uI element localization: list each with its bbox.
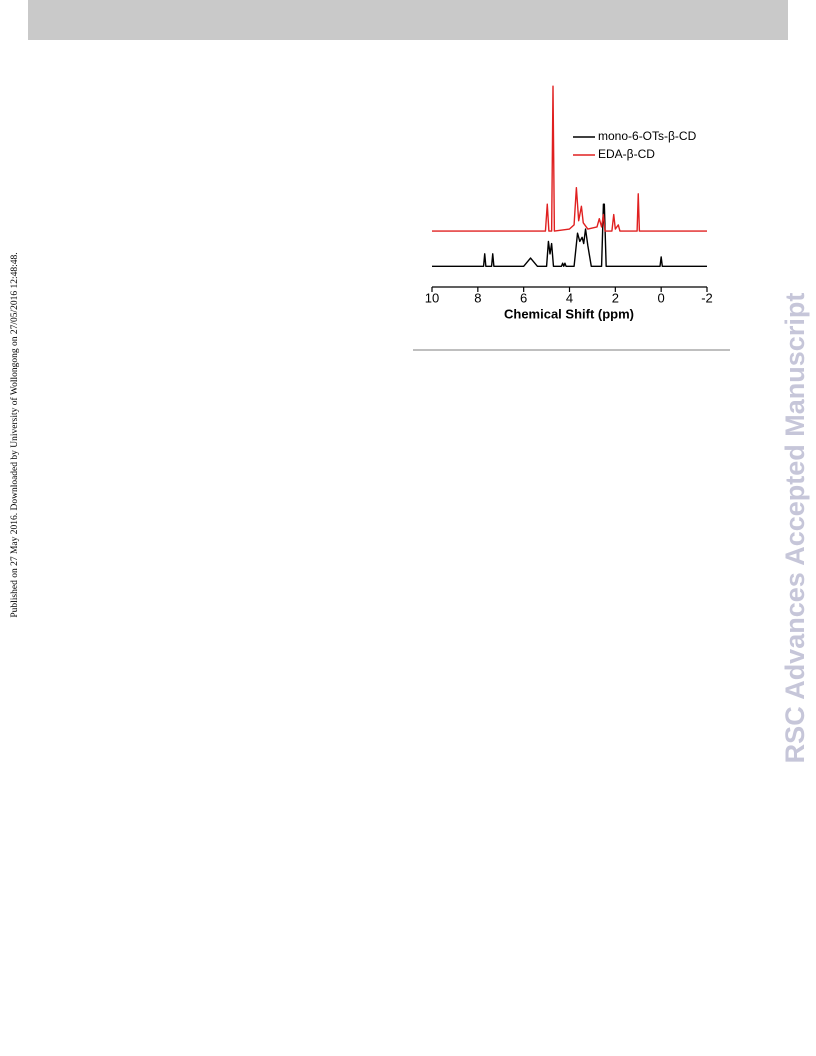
spectrum-line (432, 85, 707, 232)
legend-label: mono-6-OTs-β-CD (598, 129, 697, 143)
sidebar-text: Published on 27 May 2016. Downloaded by … (9, 252, 20, 617)
x-axis-label: Chemical Shift (ppm) (504, 306, 634, 321)
x-tick-label: 4 (566, 290, 573, 305)
watermark: RSC Advances Accepted Manuscript (780, 293, 810, 764)
x-tick-label: 2 (612, 290, 619, 305)
spectrum-line (432, 203, 707, 267)
header-bar (28, 0, 788, 40)
legend-label: EDA-β-CD (598, 147, 655, 161)
x-tick-label: 8 (474, 290, 481, 305)
x-tick-label: 10 (425, 290, 439, 305)
x-tick-label: -2 (701, 290, 713, 305)
x-tick-label: 6 (520, 290, 527, 305)
x-tick-label: 0 (658, 290, 665, 305)
